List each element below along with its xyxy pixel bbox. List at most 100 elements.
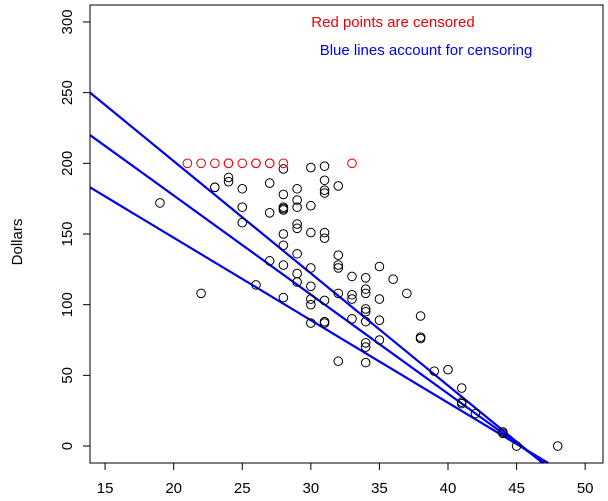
fit-line bbox=[89, 134, 545, 464]
data-point bbox=[155, 198, 165, 208]
annotation-lines-note: Blue lines account for censoring bbox=[320, 42, 533, 59]
data-point bbox=[237, 202, 248, 212]
data-point bbox=[333, 181, 344, 191]
censored-point bbox=[278, 158, 289, 169]
data-point bbox=[306, 227, 316, 238]
censored-point bbox=[237, 158, 248, 169]
data-point bbox=[374, 335, 385, 345]
data-point bbox=[360, 338, 371, 348]
y-tick-label: 200 bbox=[59, 151, 76, 176]
data-point bbox=[306, 318, 316, 328]
data-point bbox=[552, 441, 563, 451]
data-point bbox=[456, 383, 467, 393]
plot-points bbox=[155, 158, 563, 451]
data-point bbox=[278, 292, 289, 303]
data-point bbox=[415, 311, 426, 321]
censored-point bbox=[223, 158, 234, 169]
data-point bbox=[223, 172, 234, 183]
data-point bbox=[374, 294, 385, 304]
y-axis-title: Dollars bbox=[9, 219, 26, 266]
data-point bbox=[498, 428, 508, 439]
data-point bbox=[223, 176, 234, 187]
data-point bbox=[347, 271, 357, 282]
y-tick-label: 250 bbox=[59, 80, 76, 105]
censored-point bbox=[210, 158, 220, 169]
data-point bbox=[278, 240, 289, 251]
data-point bbox=[319, 227, 330, 238]
x-tick-label: 40 bbox=[440, 480, 457, 497]
data-point bbox=[360, 288, 371, 299]
data-point bbox=[347, 314, 357, 324]
data-point bbox=[278, 164, 289, 174]
fit-line bbox=[89, 186, 549, 464]
data-point bbox=[264, 207, 275, 218]
data-point bbox=[278, 205, 289, 215]
data-point bbox=[292, 219, 302, 229]
x-tick-label: 45 bbox=[508, 480, 525, 497]
data-point bbox=[402, 288, 412, 299]
data-point bbox=[264, 178, 275, 188]
data-point bbox=[360, 306, 371, 317]
y-tick-label: 300 bbox=[59, 9, 76, 34]
censored-point bbox=[347, 158, 357, 169]
x-tick-label: 50 bbox=[577, 480, 594, 497]
plot-lines bbox=[89, 91, 549, 464]
data-point bbox=[237, 183, 248, 194]
data-point bbox=[292, 195, 302, 205]
data-point bbox=[306, 162, 316, 173]
data-point bbox=[360, 357, 371, 368]
censored-point bbox=[264, 158, 275, 169]
data-point bbox=[306, 200, 316, 211]
data-point bbox=[306, 294, 316, 304]
data-point bbox=[347, 289, 357, 300]
censored-point bbox=[251, 158, 261, 169]
data-point bbox=[360, 284, 371, 294]
data-point bbox=[292, 183, 302, 194]
data-point bbox=[292, 248, 302, 259]
data-point bbox=[319, 188, 330, 198]
censored-point bbox=[196, 158, 206, 169]
annotation-censored-note: Red points are censored bbox=[311, 14, 474, 31]
fit-line bbox=[89, 91, 544, 464]
data-point bbox=[415, 333, 426, 344]
data-point bbox=[360, 342, 371, 352]
data-point bbox=[306, 263, 316, 273]
x-tick-label: 20 bbox=[165, 480, 182, 497]
x-tick-label: 35 bbox=[371, 480, 388, 497]
data-point bbox=[210, 182, 220, 193]
data-point bbox=[196, 288, 206, 299]
data-point bbox=[251, 280, 261, 290]
data-point bbox=[319, 318, 330, 328]
data-point bbox=[319, 295, 330, 306]
data-point bbox=[278, 189, 289, 200]
data-point bbox=[347, 294, 357, 304]
data-point bbox=[360, 316, 371, 327]
y-tick-label: 0 bbox=[59, 442, 76, 450]
y-tick-label: 100 bbox=[59, 292, 76, 317]
data-point bbox=[443, 364, 453, 375]
x-tick-label: 15 bbox=[97, 480, 114, 497]
y-tick-label: 150 bbox=[59, 221, 76, 246]
x-tick-label: 25 bbox=[234, 480, 251, 497]
censored-point bbox=[182, 158, 193, 169]
data-point bbox=[333, 288, 344, 299]
x-tick-label: 30 bbox=[302, 480, 319, 497]
data-point bbox=[470, 408, 481, 419]
data-point bbox=[511, 441, 522, 451]
data-point bbox=[278, 260, 289, 270]
data-point bbox=[292, 202, 302, 212]
data-point bbox=[333, 250, 344, 261]
data-point bbox=[319, 233, 330, 244]
data-point bbox=[333, 260, 344, 270]
data-point bbox=[319, 161, 330, 171]
data-point bbox=[360, 273, 371, 283]
x-axis: 15 20 25 30 35 40 45 50 bbox=[97, 463, 594, 497]
data-point bbox=[388, 274, 398, 285]
data-point bbox=[333, 263, 344, 273]
data-point bbox=[278, 229, 289, 239]
data-point bbox=[292, 268, 302, 279]
data-point bbox=[319, 175, 330, 186]
data-point bbox=[319, 185, 330, 195]
y-tick-label: 50 bbox=[59, 367, 76, 384]
